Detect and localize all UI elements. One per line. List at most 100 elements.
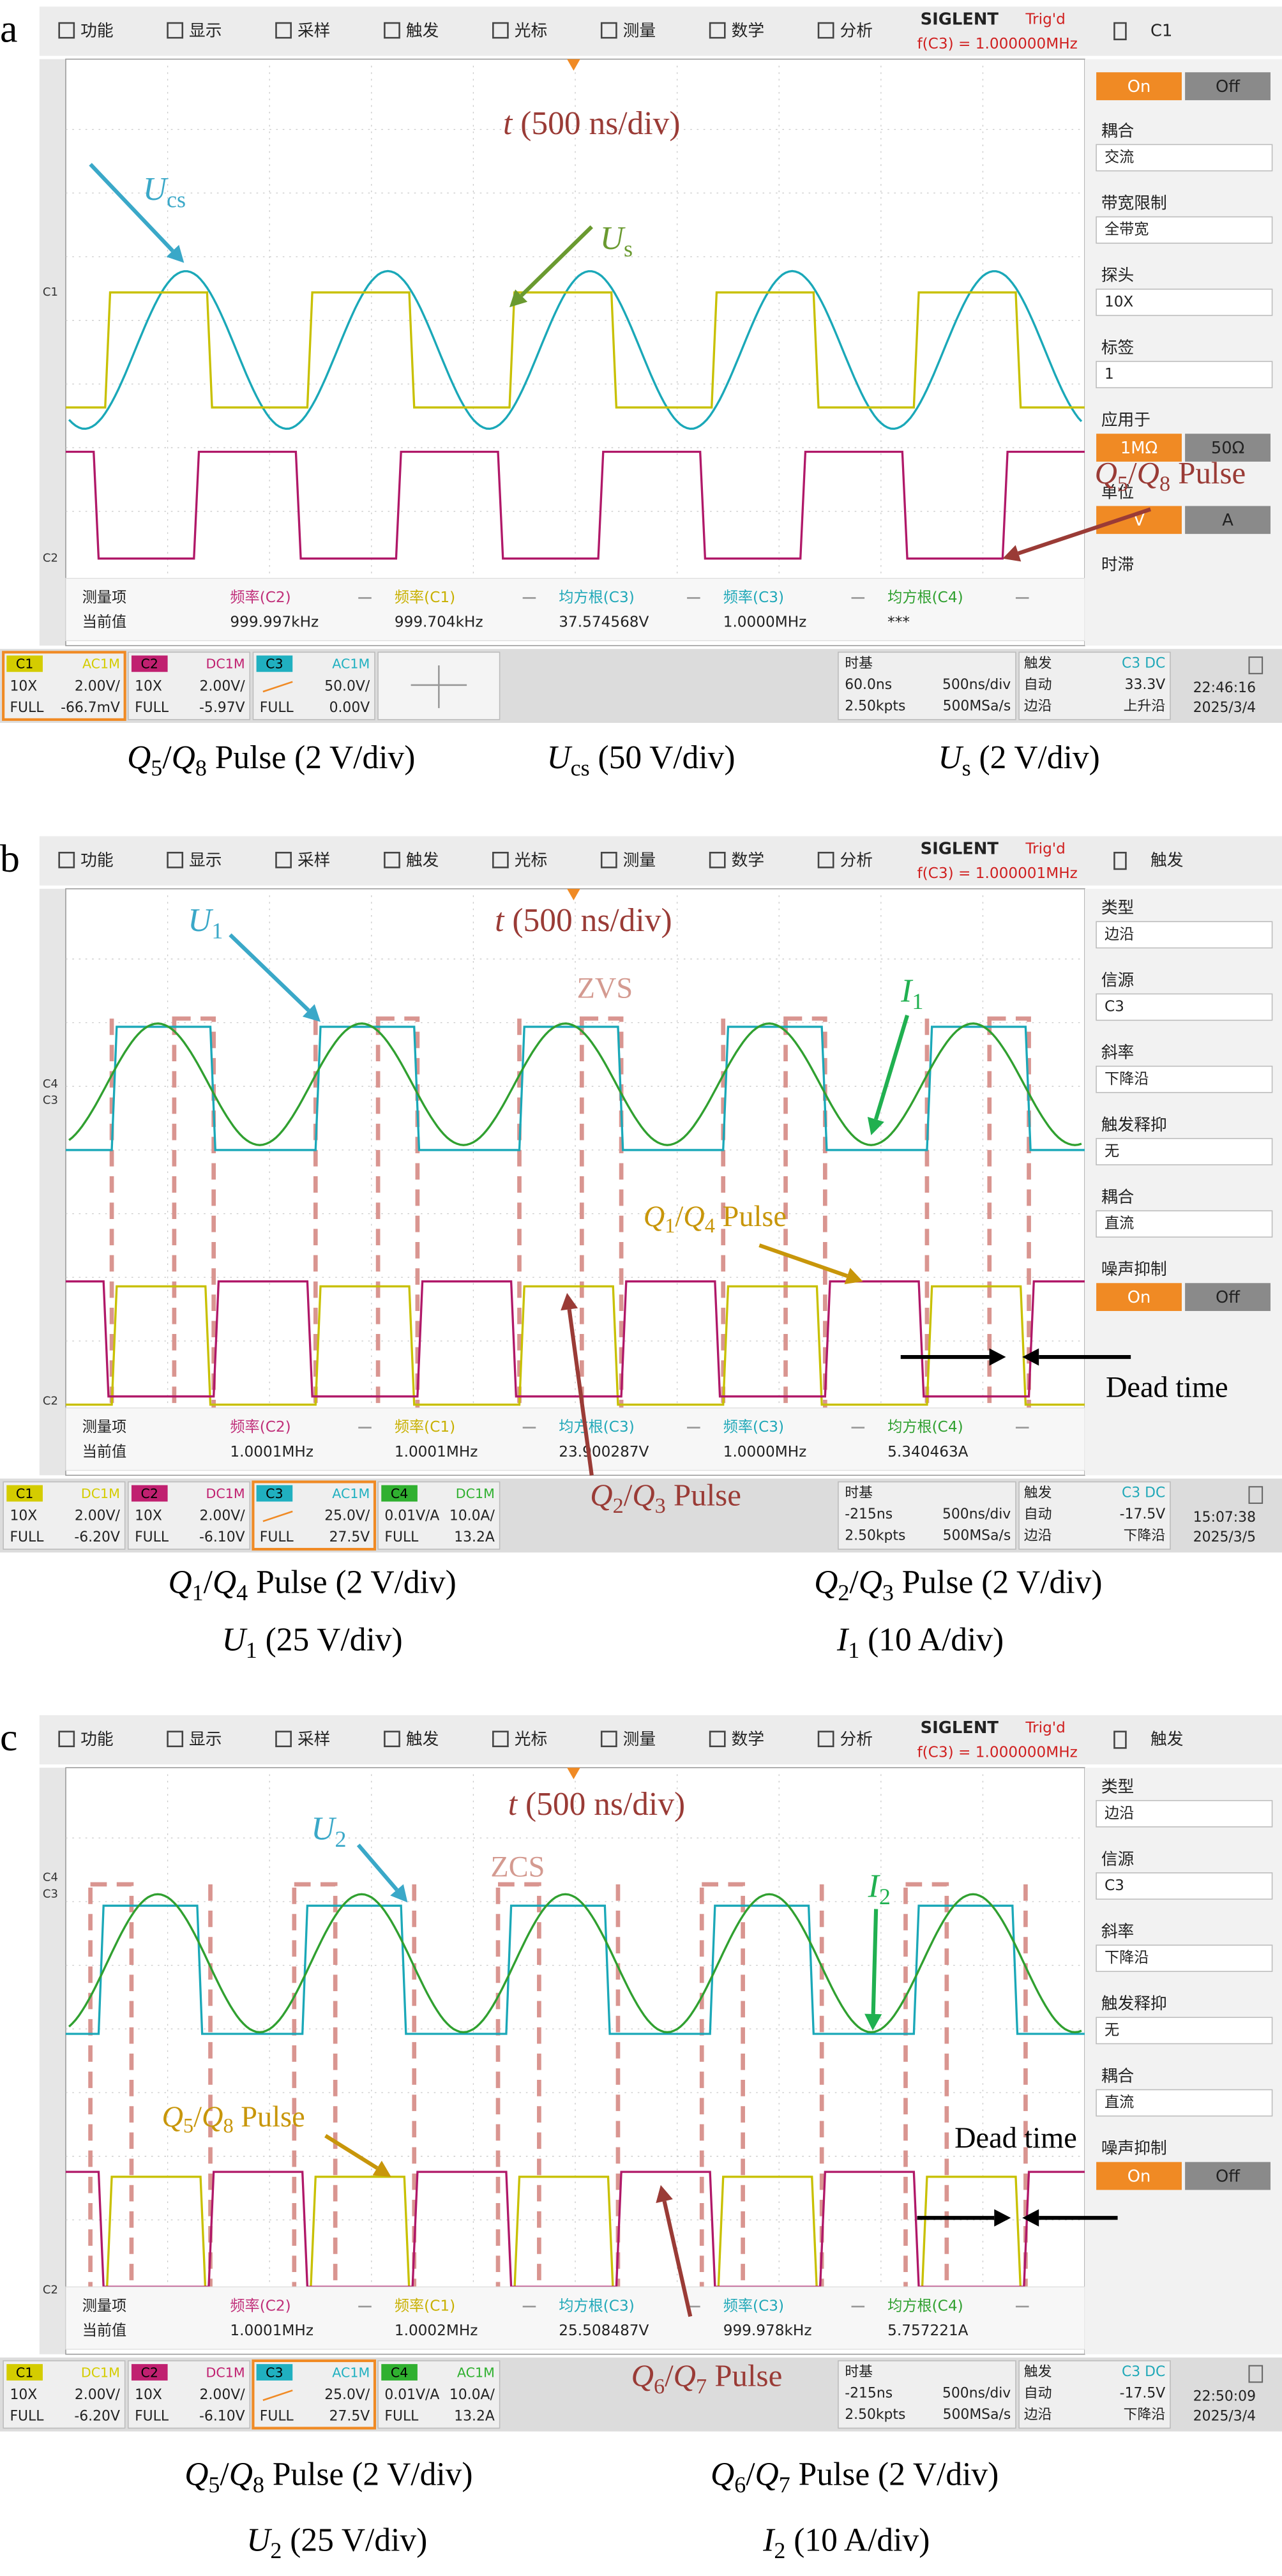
- annotation: Ucs: [143, 171, 186, 213]
- channel-coupling: AC1M: [332, 656, 370, 672]
- side-title-icon: [1113, 1731, 1127, 1749]
- clock-time: 22:46:16: [1193, 680, 1256, 696]
- side-value-box: [1096, 1799, 1273, 1828]
- channel-scale: 25.0V/: [324, 1508, 370, 1524]
- text-part: Pulse (2 V/div): [790, 2456, 999, 2492]
- side-value: 全带宽: [1105, 222, 1149, 238]
- text-part: 1: [848, 1637, 859, 1663]
- text-part: 5: [1117, 473, 1128, 496]
- channel-bandwidth: FULL: [10, 1529, 44, 1545]
- caption: Q5/Q8 Pulse (2 V/div): [127, 739, 415, 781]
- channel-tag: [131, 1485, 168, 1502]
- timebase-title: 时基: [845, 655, 873, 671]
- text-part: Q: [185, 2456, 208, 2492]
- side-value-box: [1096, 1065, 1273, 1093]
- measure-name: 均方根(C4): [887, 589, 963, 606]
- text-part: I: [762, 2522, 776, 2558]
- timebase-scale: 500ns/div: [942, 2385, 1011, 2401]
- text-part: s: [962, 755, 971, 781]
- text-part: ZCS: [490, 1851, 545, 1883]
- channel-marker: C2: [43, 552, 58, 565]
- side-value-box: [1096, 289, 1273, 316]
- timebase-points: 2.50kpts: [845, 1527, 905, 1543]
- channel-probe: 10X: [135, 1508, 162, 1524]
- text-part: /: [665, 2358, 674, 2393]
- arrow-head: [1022, 1348, 1039, 1366]
- channel-bandwidth: FULL: [260, 700, 294, 716]
- panel-letter: b: [0, 837, 20, 881]
- caption: U1 (25 V/div): [222, 1622, 403, 1663]
- side-label: 信源: [1101, 971, 1134, 990]
- channel-name: C1: [16, 656, 33, 672]
- measure-row-label: 测量项: [82, 1419, 126, 1436]
- annotation: ZVS: [577, 972, 633, 1004]
- measure-name: 频率(C3): [723, 1419, 784, 1436]
- trigger-level: -17.5V: [1120, 1506, 1166, 1522]
- text-part: /: [220, 2456, 229, 2492]
- channel-marker: C2: [43, 1395, 58, 1408]
- menu-icon: [817, 1731, 834, 1748]
- channel-bandwidth: FULL: [135, 700, 169, 716]
- side-label: 触发释抑: [1101, 1994, 1167, 2013]
- option-label: A: [1222, 511, 1233, 530]
- text-part: Q: [674, 2358, 696, 2393]
- option-label: On: [1127, 2167, 1151, 2186]
- channel-coupling: DC1M: [206, 1486, 245, 1501]
- waveform: [68, 1893, 1082, 2034]
- channel-bandwidth: FULL: [10, 2408, 44, 2424]
- menu-item: 触发: [406, 851, 439, 870]
- panel-letter: a: [0, 8, 17, 51]
- menu-item: 测量: [623, 1730, 656, 1749]
- channel-marker: C4: [43, 1077, 58, 1091]
- channel-coupling: AC1M: [457, 2365, 495, 2380]
- measure-value: 1.0002MHz: [395, 2322, 478, 2339]
- menu-item: 光标: [515, 851, 547, 870]
- waveform: [65, 291, 1085, 409]
- menu-bar: [39, 6, 1282, 56]
- trigger-status: Trig'd: [1025, 841, 1065, 858]
- side-value: 下降沿: [1105, 1071, 1149, 1087]
- menu-icon: [600, 1731, 617, 1748]
- side-value: 下降沿: [1105, 1950, 1149, 1966]
- screen: [65, 888, 1085, 1476]
- side-label: 斜率: [1101, 1043, 1134, 1063]
- text-part: Q: [1137, 455, 1159, 490]
- menu-item: 测量: [623, 851, 656, 870]
- channel-coupling: DC1M: [456, 1486, 495, 1501]
- arrow-shaft: [520, 225, 593, 298]
- text-part: U: [311, 1810, 336, 1847]
- text-part: 2: [335, 1826, 346, 1852]
- channel-marker: C2: [43, 2283, 58, 2296]
- option-button: [1185, 1283, 1271, 1312]
- measure-name: 频率(C3): [723, 589, 784, 606]
- option-button: [1185, 434, 1271, 462]
- text-part: Q: [644, 1201, 665, 1233]
- side-value: 边沿: [1105, 926, 1134, 943]
- text-part: U: [938, 739, 963, 776]
- text-part: I: [836, 1622, 850, 1658]
- text-part: Q: [202, 2100, 223, 2133]
- text-part: t: [495, 902, 505, 939]
- arrow-head: [864, 2013, 882, 2031]
- text-part: t: [503, 105, 513, 142]
- text-part: 7: [779, 2472, 790, 2497]
- channel-scale: 25.0V/: [324, 2387, 370, 2403]
- text-part: Q: [229, 2456, 253, 2492]
- clock-time: 15:07:38: [1193, 1510, 1256, 1526]
- annotation: Q5/Q8 Pulse: [162, 2100, 305, 2138]
- annotation: Us: [600, 220, 633, 262]
- measure-row-label: 当前值: [82, 2322, 126, 2339]
- timebase-scale: 500ns/div: [942, 1506, 1011, 1522]
- channel-probe: 10X: [10, 1508, 37, 1524]
- arrow-head: [372, 2160, 391, 2177]
- menu-item: 显示: [189, 21, 222, 40]
- text-part: 2: [613, 1494, 624, 1518]
- text-part: U: [143, 171, 169, 208]
- channel-scale: 2.00V/: [200, 678, 246, 694]
- text-part: 8: [253, 2472, 264, 2497]
- channel-scale: 2.00V/: [75, 1508, 121, 1524]
- option-button: [1096, 434, 1182, 462]
- measure-name: 频率(C2): [230, 2298, 290, 2315]
- arrow-head: [390, 1884, 408, 1903]
- menu-icon: [709, 1731, 726, 1748]
